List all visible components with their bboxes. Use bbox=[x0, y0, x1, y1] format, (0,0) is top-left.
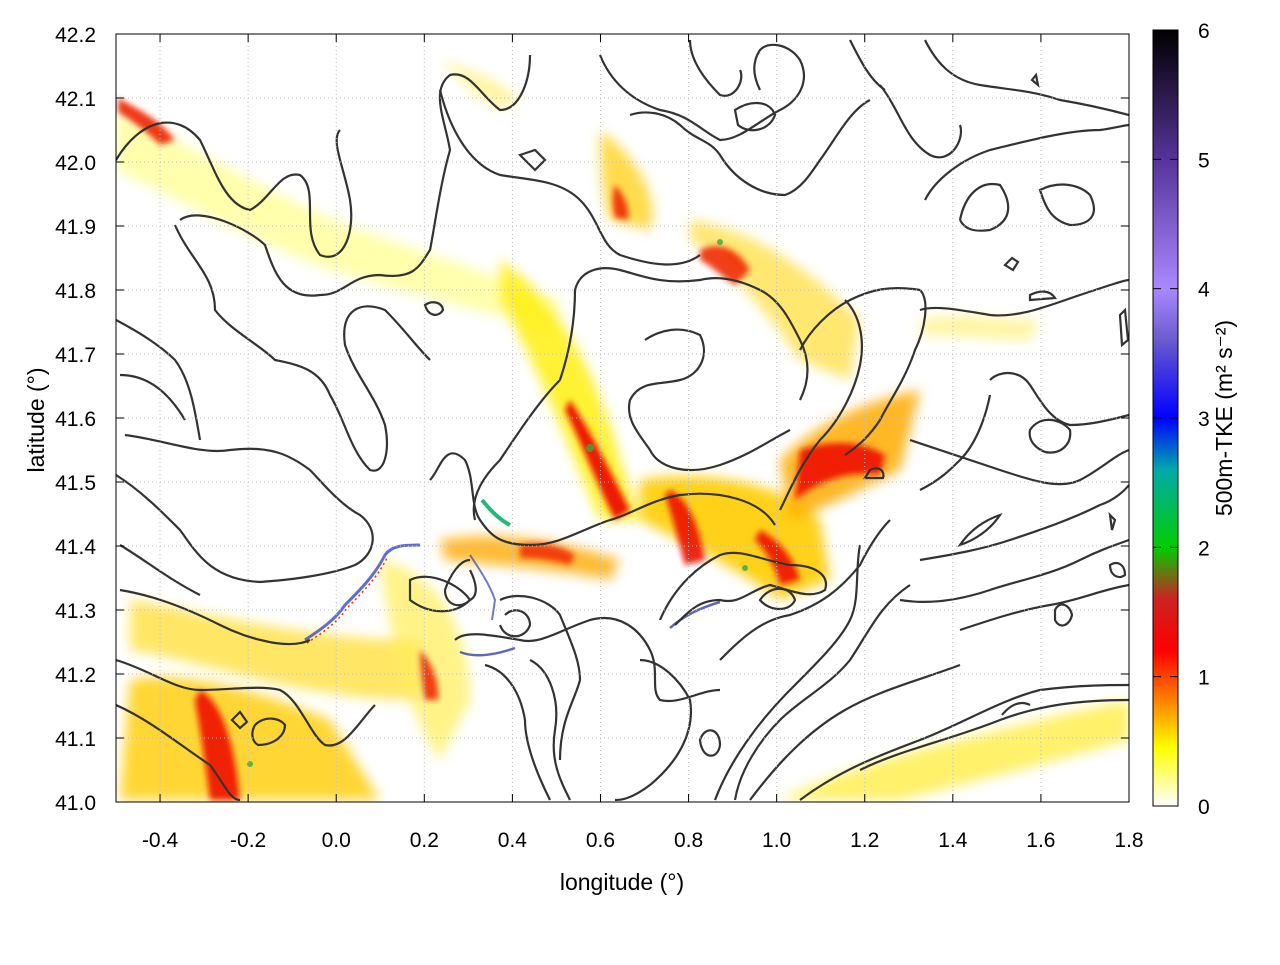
y-tick-label: 42.2 bbox=[55, 24, 96, 47]
grid-lines bbox=[116, 34, 1129, 802]
x-tick-label: -0.4 bbox=[142, 829, 179, 852]
colorbar-tick-label: 2 bbox=[1198, 537, 1210, 560]
y-tick-label: 42.0 bbox=[55, 152, 96, 175]
y-tick-label: 41.5 bbox=[55, 472, 96, 495]
colorbar-tick-label: 6 bbox=[1198, 20, 1210, 43]
colorbar-label: 500m-TKE (m² s⁻²) bbox=[1211, 320, 1237, 516]
x-tick-label: 1.2 bbox=[850, 829, 879, 852]
y-axis-ticks: 41.0 41.1 41.2 41.3 41.4 41.5 41.6 41.7 41.8 41.9… bbox=[55, 24, 1129, 815]
y-tick-label: 41.7 bbox=[55, 344, 96, 367]
x-tick-label: 0.6 bbox=[586, 829, 615, 852]
plot-background bbox=[116, 34, 1129, 802]
y-tick-label: 41.6 bbox=[55, 408, 96, 431]
y-tick-label: 41.9 bbox=[55, 216, 96, 239]
y-tick-label: 41.0 bbox=[55, 792, 96, 815]
y-tick-label: 41.3 bbox=[55, 600, 96, 623]
colorbar-tick-label: 4 bbox=[1198, 279, 1210, 302]
colorbar-tick-label: 5 bbox=[1198, 149, 1210, 172]
x-tick-label: 0.8 bbox=[674, 829, 703, 852]
colorbar-tick-label: 0 bbox=[1198, 796, 1210, 819]
tke-field bbox=[116, 60, 1129, 800]
x-tick-label: 0.4 bbox=[498, 829, 528, 852]
y-tick-label: 41.1 bbox=[55, 728, 96, 751]
x-tick-label: 1.6 bbox=[1026, 829, 1055, 852]
x-tick-label: 1.0 bbox=[762, 829, 791, 852]
y-tick-label: 41.4 bbox=[55, 536, 96, 559]
x-tick-label: 0.0 bbox=[322, 829, 351, 852]
x-tick-label: 1.8 bbox=[1114, 829, 1143, 852]
colorbar-tick-label: 1 bbox=[1198, 667, 1210, 690]
terrain-contours bbox=[116, 39, 1129, 802]
colorbar-tick-label: 3 bbox=[1198, 408, 1210, 431]
x-tick-label: 1.4 bbox=[938, 829, 968, 852]
tke-field-red bbox=[118, 98, 885, 800]
x-axis-label: longitude (°) bbox=[560, 869, 684, 895]
y-tick-label: 41.2 bbox=[55, 664, 96, 687]
x-axis-ticks: -0.4 -0.2 0.0 0.2 0.4 0.6 0.8 1.0 1.2 1.4 1.6 1.8 bbox=[142, 34, 1144, 852]
x-tick-label: -0.2 bbox=[230, 829, 266, 852]
y-axis-label: latitude (°) bbox=[23, 367, 49, 472]
y-tick-label: 42.1 bbox=[55, 88, 96, 111]
y-tick-label: 41.8 bbox=[55, 280, 96, 303]
colorbar-ticks: 0 1 2 3 4 5 6 bbox=[1153, 20, 1210, 819]
tke-field-peaks bbox=[247, 239, 748, 767]
x-tick-label: 0.2 bbox=[410, 829, 439, 852]
